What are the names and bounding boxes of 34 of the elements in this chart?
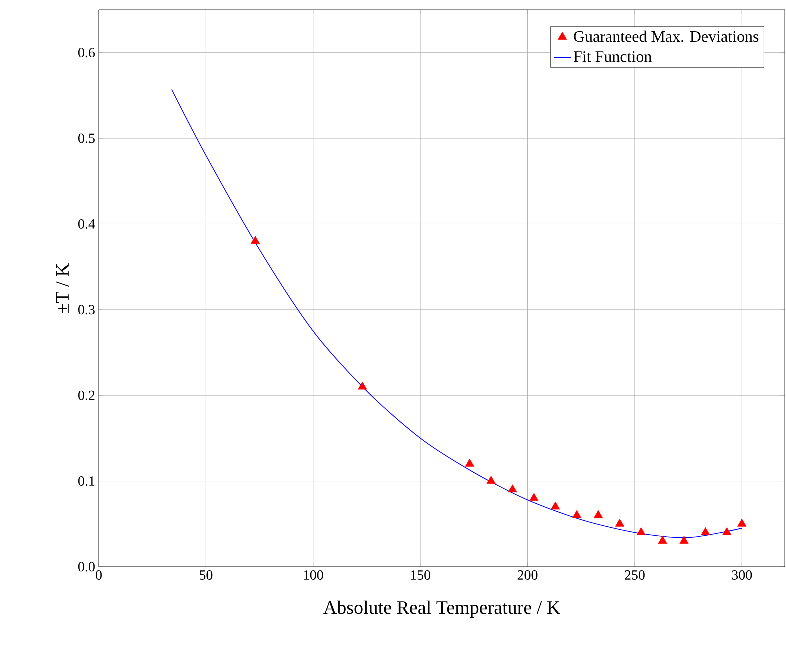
x-tick-label: 300: [732, 570, 752, 580]
point: [594, 510, 604, 518]
point: [680, 536, 689, 544]
point: [658, 536, 668, 544]
point: [530, 493, 539, 502]
y-tick-label: 0.3: [78, 305, 95, 315]
x-tick-label: 150: [411, 570, 431, 580]
y-tick-label: 0.5: [78, 134, 95, 144]
legend-label: Guaranteed Max. Deviations: [574, 30, 759, 42]
point: [636, 528, 646, 536]
y-tick-label: 0.6: [78, 48, 96, 58]
x-tick-label: 0: [96, 570, 102, 580]
point: [572, 510, 582, 518]
point: [722, 528, 732, 536]
point: [738, 518, 747, 527]
y-tick-label: 0.2: [78, 390, 95, 400]
point: [465, 458, 474, 467]
point: [486, 476, 496, 484]
point: [551, 502, 560, 510]
point: [615, 518, 624, 527]
point: [358, 382, 368, 390]
y-tick-label: 0.0: [78, 562, 95, 572]
x-tick-label: 200: [518, 570, 538, 580]
y-axis-title: ±T / K: [56, 263, 70, 313]
y-tick-label: 0.1: [78, 476, 95, 486]
y-tick-label: 0.4: [78, 219, 96, 229]
x-tick-label: 50: [200, 570, 213, 580]
legend-label: Fit Function: [574, 52, 652, 62]
point: [701, 528, 710, 536]
point: [508, 484, 518, 493]
x-axis-title: Absolute Real Temperature / K: [324, 600, 560, 618]
x-tick-label: 250: [625, 570, 645, 580]
x-tick-label: 100: [304, 570, 324, 580]
point: [250, 236, 260, 244]
